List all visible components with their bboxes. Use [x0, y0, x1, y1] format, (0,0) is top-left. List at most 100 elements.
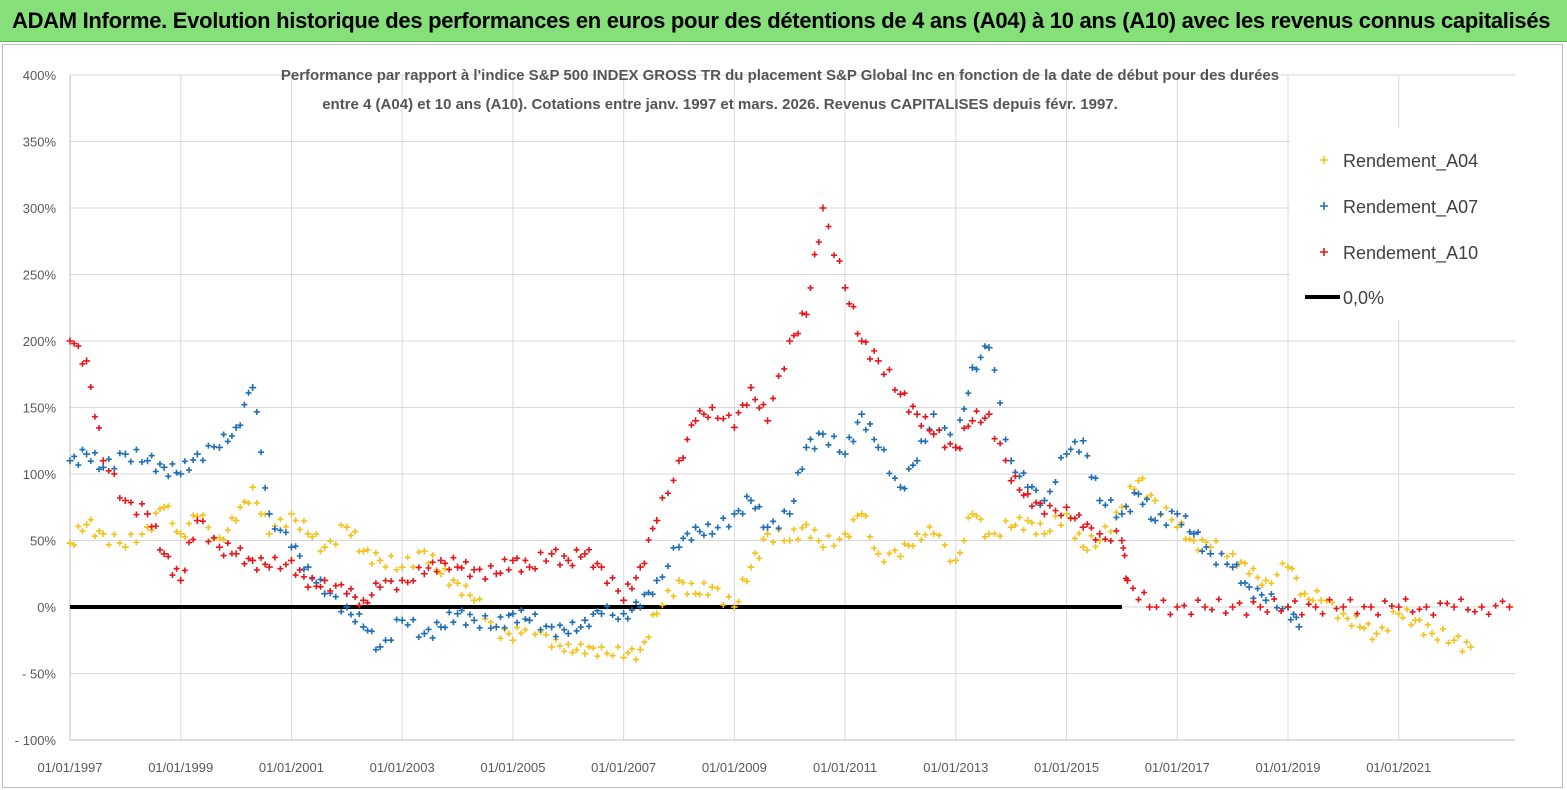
- data-point: [786, 537, 794, 544]
- banner-title: ADAM Informe. Evolution historique des p…: [12, 8, 1551, 33]
- data-point: [1471, 608, 1478, 615]
- data-point: [1245, 570, 1253, 578]
- data-point: [985, 344, 993, 352]
- data-point: [1168, 516, 1175, 523]
- y-tick-label: - 100%: [15, 733, 57, 748]
- data-point: [425, 564, 432, 571]
- data-point: [543, 631, 550, 638]
- data-point: [696, 528, 703, 535]
- data-point: [815, 430, 822, 437]
- data-point: [1135, 596, 1142, 603]
- data-point: [991, 367, 998, 374]
- data-point: [952, 443, 960, 451]
- data-point: [1399, 614, 1406, 621]
- legend-label: Rendement_A04: [1343, 151, 1478, 172]
- data-point: [1356, 623, 1364, 631]
- data-point: [1229, 563, 1237, 571]
- data-point: [343, 590, 351, 598]
- data-point: [1002, 436, 1009, 443]
- data-point: [193, 450, 201, 458]
- data-point: [811, 251, 818, 258]
- data-point: [581, 616, 589, 624]
- data-point: [99, 530, 107, 538]
- data-point: [564, 556, 572, 564]
- data-point: [561, 626, 568, 633]
- data-point: [169, 520, 176, 527]
- data-point: [896, 552, 904, 560]
- data-point: [913, 410, 921, 418]
- data-point: [258, 449, 265, 456]
- data-point: [1067, 446, 1074, 453]
- data-point: [1071, 515, 1078, 522]
- data-point: [75, 462, 82, 469]
- data-point: [1254, 585, 1261, 592]
- data-point: [1141, 589, 1148, 596]
- data-point: [152, 523, 159, 530]
- data-point: [99, 457, 107, 465]
- data-point: [609, 574, 616, 581]
- data-point: [232, 423, 240, 431]
- data-point: [1033, 487, 1040, 494]
- data-point: [997, 400, 1004, 407]
- y-tick-label: 200%: [23, 334, 57, 349]
- data-point: [1254, 574, 1261, 581]
- data-point: [705, 414, 712, 421]
- data-point: [186, 539, 193, 546]
- data-point: [433, 619, 440, 626]
- data-point: [404, 621, 411, 628]
- data-point: [552, 633, 559, 640]
- data-point: [287, 510, 295, 518]
- data-point: [1107, 537, 1114, 544]
- data-point: [961, 406, 968, 413]
- x-tick-label: 01/01/2003: [370, 760, 435, 775]
- data-point: [190, 512, 197, 519]
- data-point: [858, 410, 866, 418]
- data-point: [1058, 512, 1065, 519]
- data-point: [636, 646, 644, 654]
- data-point: [237, 422, 244, 429]
- data-point: [739, 576, 746, 583]
- data-point: [708, 404, 716, 411]
- data-point: [249, 384, 257, 392]
- data-point: [454, 563, 462, 571]
- data-point: [781, 537, 788, 544]
- y-tick-label: - 50%: [22, 667, 56, 682]
- data-point: [181, 567, 188, 574]
- data-point: [1467, 643, 1475, 651]
- chart-title-line1: Performance par rapport à l'indice S&P 5…: [281, 67, 1279, 84]
- data-point: [1478, 603, 1486, 611]
- data-point: [237, 504, 244, 511]
- data-point: [1222, 610, 1229, 617]
- data-point: [1444, 600, 1451, 607]
- data-point: [862, 513, 869, 520]
- data-point: [775, 373, 782, 380]
- data-point: [752, 396, 759, 403]
- data-point: [138, 500, 145, 507]
- data-point: [1268, 591, 1275, 598]
- data-point: [561, 552, 568, 559]
- data-point: [338, 581, 345, 588]
- chart-title-line2: entre 4 (A04) et 10 ans (A10). Cotations…: [322, 96, 1118, 113]
- data-point: [518, 568, 525, 575]
- data-point: [532, 631, 539, 638]
- data-point: [232, 517, 240, 525]
- data-point: [725, 593, 732, 600]
- data-point: [83, 450, 91, 458]
- data-point: [1224, 553, 1231, 560]
- data-point: [258, 554, 265, 561]
- data-point: [815, 238, 822, 245]
- data-point: [965, 390, 972, 397]
- data-point: [590, 564, 597, 571]
- data-point: [850, 438, 857, 445]
- data-point: [487, 625, 494, 632]
- data-point: [99, 463, 107, 471]
- data-point: [1379, 624, 1386, 631]
- data-point: [841, 450, 849, 458]
- data-point: [1384, 627, 1391, 634]
- data-point: [160, 550, 168, 558]
- data-point: [1052, 507, 1059, 514]
- data-point: [476, 566, 483, 573]
- data-point: [1195, 597, 1202, 604]
- data-point: [1381, 598, 1388, 605]
- data-point: [1020, 470, 1027, 477]
